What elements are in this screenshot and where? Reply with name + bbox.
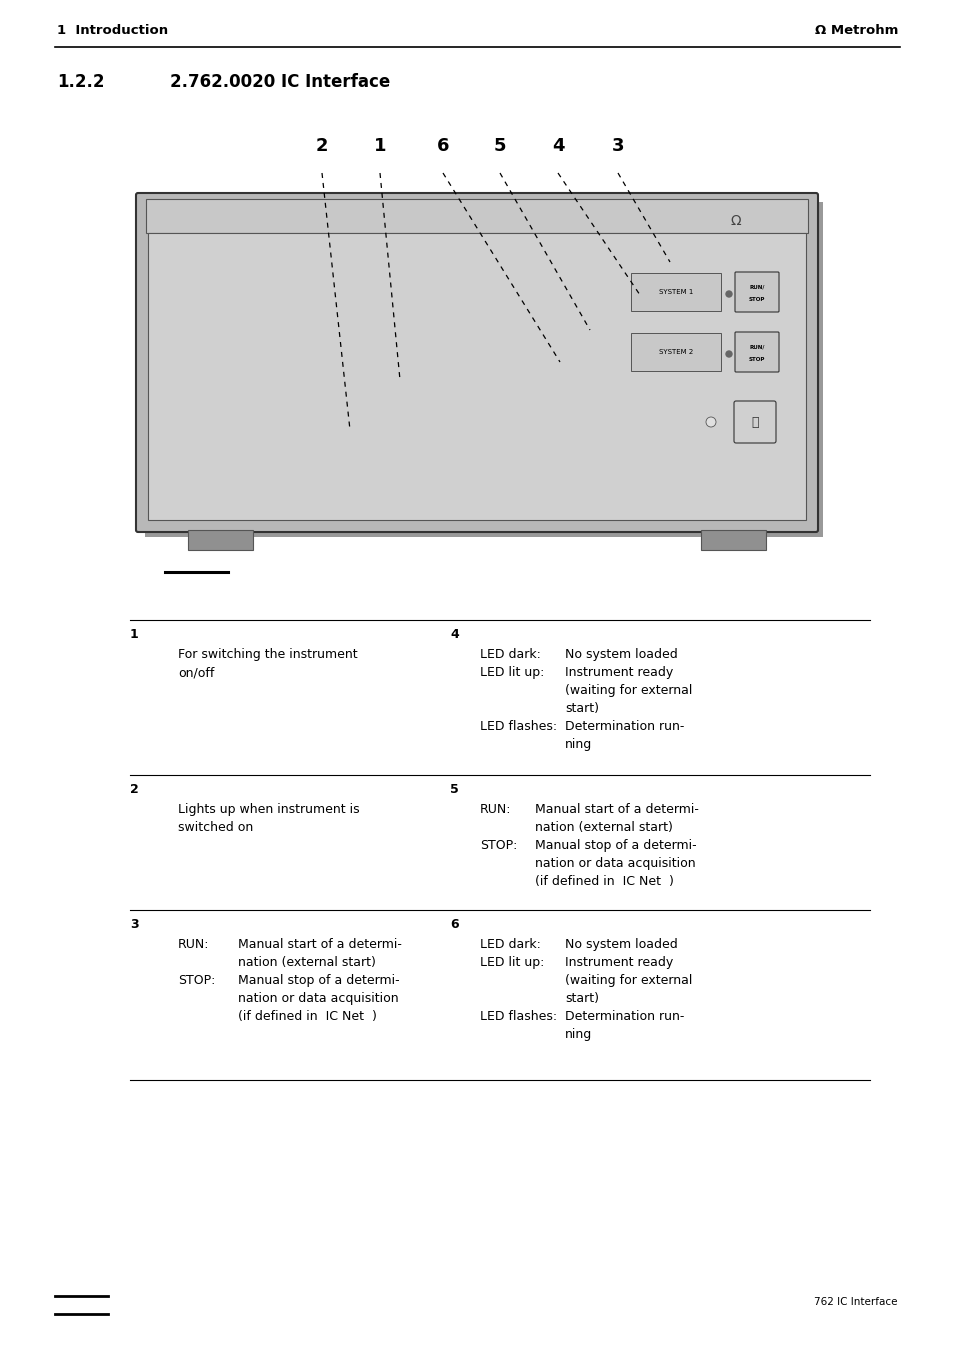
Text: nation (external start): nation (external start) <box>237 957 375 969</box>
Text: LED flashes:: LED flashes: <box>479 1011 557 1023</box>
Text: STOP: STOP <box>748 297 764 303</box>
FancyBboxPatch shape <box>734 332 779 372</box>
Text: 2.762.0020 IC Interface: 2.762.0020 IC Interface <box>170 73 390 91</box>
Text: LED lit up:: LED lit up: <box>479 957 544 969</box>
Text: No system loaded: No system loaded <box>564 648 677 661</box>
Text: RUN:: RUN: <box>479 802 511 816</box>
Text: 3: 3 <box>611 136 623 155</box>
Circle shape <box>725 351 731 357</box>
Text: nation or data acquisition: nation or data acquisition <box>535 857 695 870</box>
Circle shape <box>725 290 731 297</box>
Text: nation or data acquisition: nation or data acquisition <box>237 992 398 1005</box>
Text: 5: 5 <box>494 136 506 155</box>
Text: (waiting for external: (waiting for external <box>564 684 692 697</box>
Text: RUN/: RUN/ <box>748 345 764 350</box>
Text: Manual stop of a determi-: Manual stop of a determi- <box>535 839 696 852</box>
Text: 4: 4 <box>450 628 458 640</box>
Text: Determination run-: Determination run- <box>564 1011 683 1023</box>
Text: ning: ning <box>564 1028 592 1042</box>
Text: 2: 2 <box>130 784 138 796</box>
Text: 6: 6 <box>436 136 449 155</box>
Bar <box>145 203 822 536</box>
Circle shape <box>705 417 716 427</box>
Text: start): start) <box>564 703 598 715</box>
FancyBboxPatch shape <box>734 272 779 312</box>
Text: Manual start of a determi-: Manual start of a determi- <box>535 802 699 816</box>
Text: Determination run-: Determination run- <box>564 720 683 734</box>
Text: start): start) <box>564 992 598 1005</box>
Text: Instrument ready: Instrument ready <box>564 957 673 969</box>
Text: STOP:: STOP: <box>479 839 517 852</box>
Text: LED lit up:: LED lit up: <box>479 666 544 680</box>
Bar <box>700 530 765 550</box>
Text: ⏻: ⏻ <box>750 416 758 428</box>
Bar <box>630 332 720 372</box>
Text: No system loaded: No system loaded <box>564 938 677 951</box>
Text: SYSTEM 1: SYSTEM 1 <box>659 289 693 295</box>
Text: For switching the instrument: For switching the instrument <box>178 648 357 661</box>
Text: nation (external start): nation (external start) <box>535 821 672 834</box>
Text: STOP:: STOP: <box>178 974 215 988</box>
Text: LED dark:: LED dark: <box>479 938 540 951</box>
Text: 1  Introduction: 1 Introduction <box>57 24 168 36</box>
FancyBboxPatch shape <box>733 401 775 443</box>
Text: LED flashes:: LED flashes: <box>479 720 557 734</box>
Text: SYSTEM 2: SYSTEM 2 <box>659 349 693 355</box>
Text: Manual start of a determi-: Manual start of a determi- <box>237 938 401 951</box>
Text: Ω: Ω <box>730 213 740 228</box>
Text: Lights up when instrument is: Lights up when instrument is <box>178 802 359 816</box>
Text: 6: 6 <box>450 917 458 931</box>
Text: 3: 3 <box>130 917 138 931</box>
Text: ning: ning <box>564 738 592 751</box>
Text: RUN:: RUN: <box>178 938 210 951</box>
Text: switched on: switched on <box>178 821 253 834</box>
Text: Manual stop of a determi-: Manual stop of a determi- <box>237 974 399 988</box>
Text: (if defined in  IC Net  ): (if defined in IC Net ) <box>535 875 673 888</box>
Text: 1.2.2: 1.2.2 <box>57 73 105 91</box>
Bar <box>630 273 720 311</box>
Text: 2: 2 <box>315 136 328 155</box>
Text: STOP: STOP <box>748 357 764 362</box>
Bar <box>146 199 807 232</box>
Text: 1: 1 <box>130 628 138 640</box>
Text: on/off: on/off <box>178 666 214 680</box>
Text: Instrument ready: Instrument ready <box>564 666 673 680</box>
Text: LED dark:: LED dark: <box>479 648 540 661</box>
Text: 5: 5 <box>450 784 458 796</box>
Text: RUN/: RUN/ <box>748 285 764 290</box>
Text: (waiting for external: (waiting for external <box>564 974 692 988</box>
Bar <box>148 232 805 520</box>
Bar <box>188 530 253 550</box>
Text: (if defined in  IC Net  ): (if defined in IC Net ) <box>237 1011 376 1023</box>
Text: 762 IC Interface: 762 IC Interface <box>814 1297 897 1306</box>
Text: 4: 4 <box>551 136 563 155</box>
Text: 1: 1 <box>374 136 386 155</box>
Text: Ω Metrohm: Ω Metrohm <box>814 24 897 36</box>
FancyBboxPatch shape <box>136 193 817 532</box>
